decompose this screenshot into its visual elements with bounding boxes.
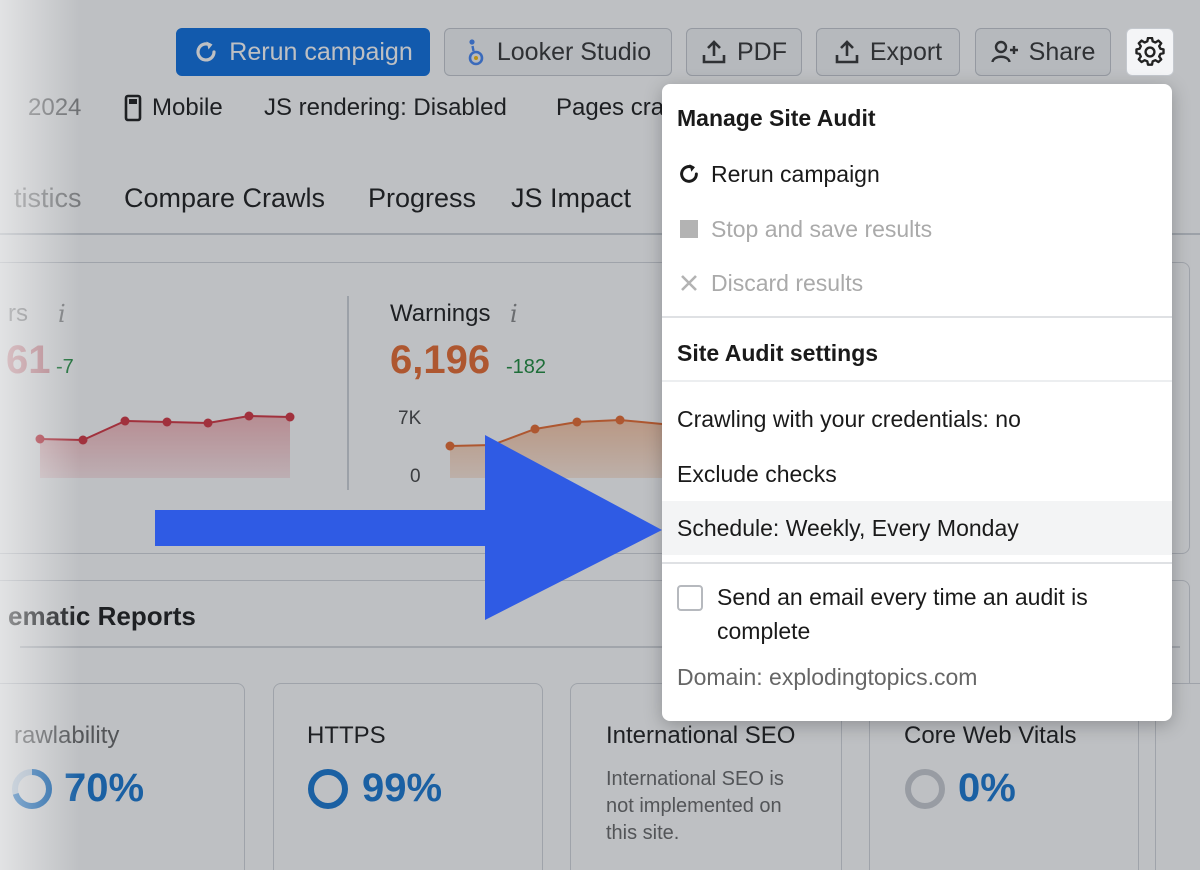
section-divider bbox=[20, 646, 1180, 648]
manage-site-audit-menu: Manage Site Audit Rerun campaign Stop an… bbox=[662, 84, 1172, 721]
crawlability-donut-icon bbox=[12, 769, 52, 809]
info-icon[interactable]: i bbox=[510, 300, 518, 328]
errors-label: rs bbox=[8, 300, 28, 327]
settings-button[interactable] bbox=[1126, 28, 1174, 76]
pdf-label: PDF bbox=[737, 37, 787, 66]
warnings-label: Warnings bbox=[390, 300, 491, 327]
menu-exclude-checks[interactable]: Exclude checks bbox=[662, 447, 1172, 501]
menu-item-label: Schedule: Weekly, Every Monday bbox=[677, 514, 1019, 541]
export-label: Export bbox=[869, 37, 943, 66]
email-notification-checkbox[interactable] bbox=[677, 585, 703, 611]
upload-icon bbox=[835, 40, 859, 64]
https-donut-icon bbox=[308, 769, 348, 809]
core-web-vitals-donut-icon bbox=[905, 769, 945, 809]
menu-rerun-campaign[interactable]: Rerun campaign bbox=[662, 147, 1172, 201]
menu-discard-results[interactable]: Discard results bbox=[662, 256, 1172, 310]
menu-schedule[interactable]: Schedule: Weekly, Every Monday bbox=[662, 501, 1172, 555]
gear-icon bbox=[1135, 37, 1165, 66]
y-axis-max: 7K bbox=[398, 408, 422, 429]
looker-studio-icon bbox=[468, 39, 484, 66]
pages-crawled: Pages cra bbox=[556, 94, 665, 121]
export-button[interactable]: Export bbox=[816, 28, 960, 76]
refresh-icon bbox=[196, 41, 216, 62]
looker-studio-label: Looker Studio bbox=[496, 37, 652, 66]
report-note: International SEO is not implemented on … bbox=[606, 768, 784, 844]
tab-statistics[interactable]: tistics bbox=[14, 183, 82, 213]
share-button[interactable]: Share bbox=[975, 28, 1111, 76]
share-label: Share bbox=[1028, 37, 1096, 66]
looker-studio-button[interactable]: Looker Studio bbox=[444, 28, 672, 76]
add-user-icon bbox=[990, 40, 1018, 63]
email-notification-option: Send an email every time an audit is com… bbox=[677, 584, 1147, 648]
warnings-delta: -182 bbox=[506, 356, 547, 378]
errors-count[interactable]: 61 bbox=[6, 338, 51, 382]
tabs-divider bbox=[0, 233, 1200, 235]
menu-crawling-credentials[interactable]: Crawling with your credentials: no bbox=[662, 392, 1172, 446]
domain-label: Domain: explodingtopics.com bbox=[677, 664, 978, 690]
report-percent: 70% bbox=[64, 766, 145, 810]
info-icon[interactable]: i bbox=[58, 300, 66, 328]
report-percent: 99% bbox=[362, 766, 443, 810]
rerun-campaign-label: Rerun campaign bbox=[229, 37, 413, 66]
report-name: Core Web Vitals bbox=[904, 722, 1077, 749]
report-name: HTTPS bbox=[307, 722, 386, 749]
menu-item-label: Stop and save results bbox=[711, 215, 933, 242]
device-label: Mobile bbox=[152, 94, 223, 121]
menu-item-label: Crawling with your credentials: no bbox=[677, 405, 1021, 432]
js-rendering-status: JS rendering: Disabled bbox=[264, 94, 507, 121]
refresh-icon bbox=[680, 164, 698, 183]
menu-divider bbox=[662, 316, 1172, 318]
menu-divider bbox=[662, 380, 1172, 382]
pdf-button[interactable]: PDF bbox=[686, 28, 802, 76]
upload-icon bbox=[702, 40, 726, 64]
report-card-partial[interactable] bbox=[1155, 683, 1200, 870]
date-year: 2024 bbox=[28, 94, 82, 121]
close-icon bbox=[681, 275, 697, 291]
y-axis-min: 0 bbox=[410, 466, 421, 487]
tab-progress[interactable]: Progress bbox=[368, 183, 477, 213]
stats-divider bbox=[347, 296, 349, 490]
menu-stop-and-save[interactable]: Stop and save results bbox=[662, 202, 1172, 256]
warnings-count[interactable]: 6,196 bbox=[390, 338, 491, 382]
annotation-arrow bbox=[155, 435, 662, 620]
report-name: International SEO bbox=[606, 722, 796, 749]
rerun-campaign-button[interactable]: Rerun campaign bbox=[176, 28, 430, 76]
report-name: rawlability bbox=[14, 722, 120, 749]
menu-divider bbox=[662, 562, 1172, 564]
tab-js-impact[interactable]: JS Impact bbox=[511, 183, 632, 213]
menu-item-label: Exclude checks bbox=[677, 460, 837, 487]
menu-item-label: Discard results bbox=[711, 269, 864, 296]
mobile-icon bbox=[124, 94, 142, 122]
report-percent: 0% bbox=[958, 766, 1016, 810]
device-indicator: Mobile bbox=[124, 92, 223, 124]
site-audit-settings-header: Site Audit settings bbox=[677, 340, 879, 366]
stop-icon bbox=[680, 220, 698, 238]
menu-item-label: Rerun campaign bbox=[711, 160, 880, 187]
date-range: 2024 bbox=[28, 92, 81, 124]
manage-site-audit-header: Manage Site Audit bbox=[677, 105, 876, 131]
errors-delta: -7 bbox=[56, 356, 74, 378]
tab-compare-crawls[interactable]: Compare Crawls bbox=[124, 183, 326, 213]
email-notification-label[interactable]: Send an email every time an audit is com… bbox=[717, 584, 1088, 644]
